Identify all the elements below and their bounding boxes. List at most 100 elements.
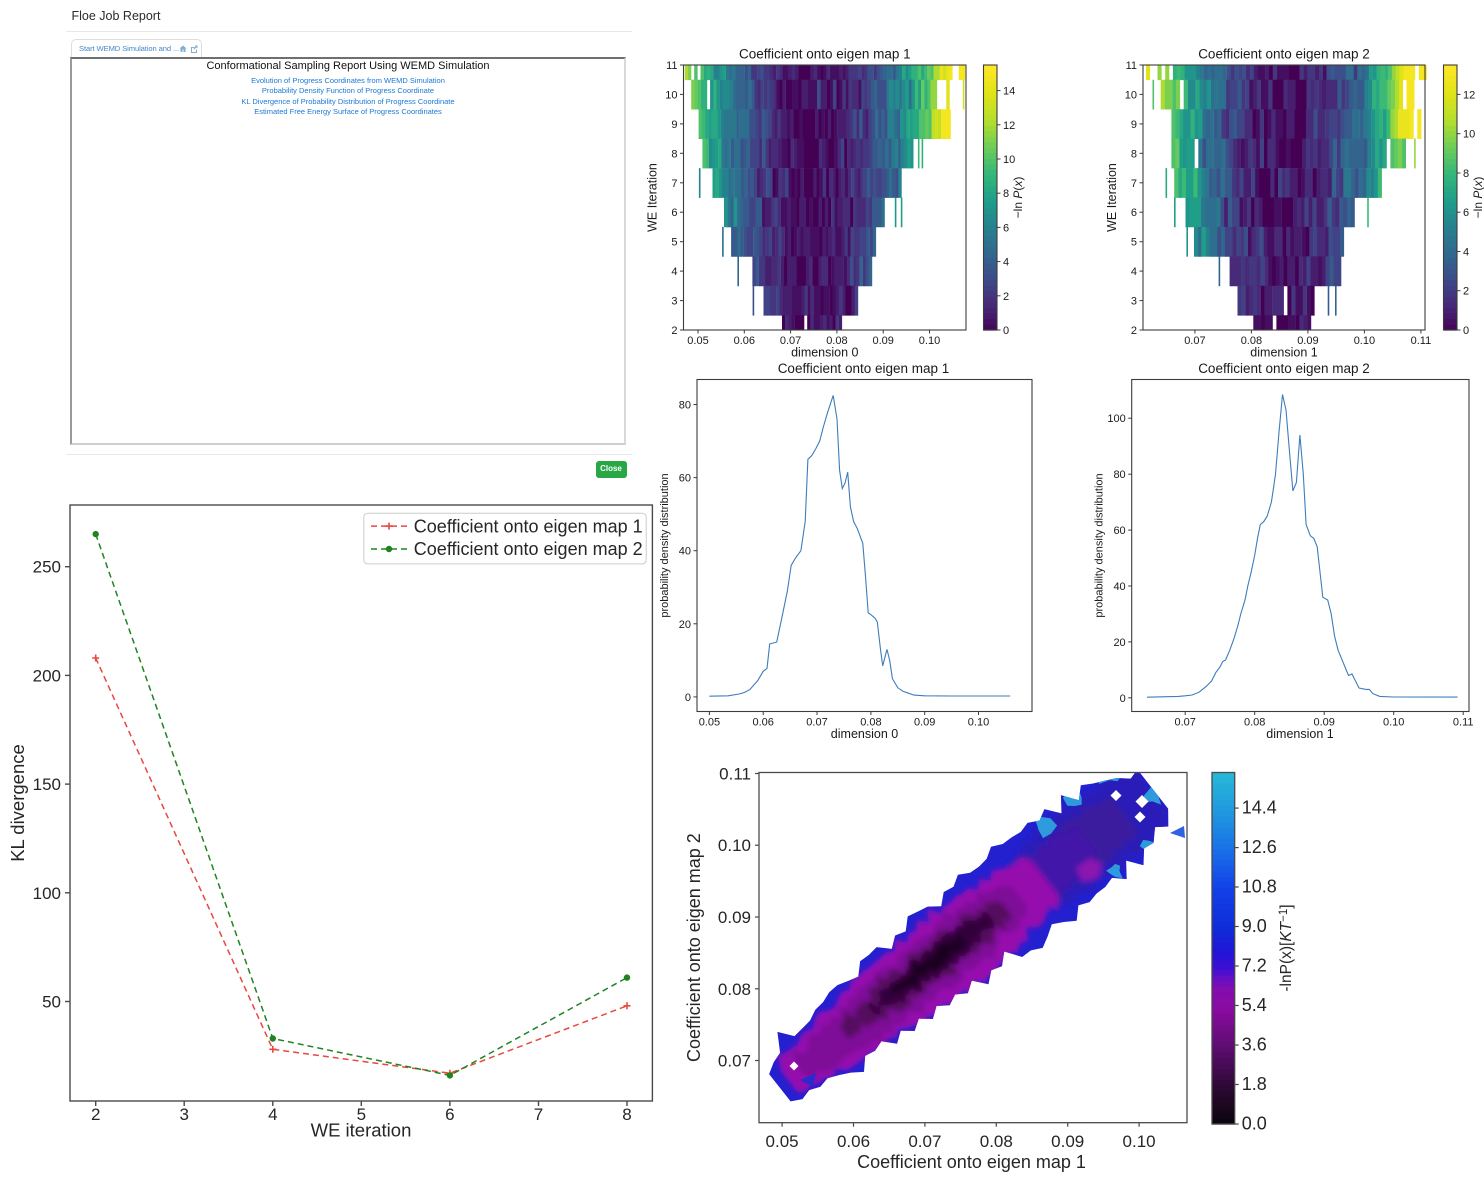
svg-text:0: 0 <box>1463 325 1469 337</box>
svg-text:0.09: 0.09 <box>1051 1132 1084 1151</box>
svg-text:0.08: 0.08 <box>980 1132 1013 1151</box>
svg-text:10: 10 <box>665 89 677 101</box>
svg-text:0.06: 0.06 <box>734 335 755 347</box>
svg-text:9.0: 9.0 <box>1242 916 1267 936</box>
svg-text:dimension 0: dimension 0 <box>791 346 858 360</box>
svg-text:2: 2 <box>1003 291 1009 303</box>
svg-text:0: 0 <box>1120 693 1126 705</box>
svg-text:0.10: 0.10 <box>1383 717 1404 729</box>
svg-text:8: 8 <box>671 148 677 160</box>
svg-text:0.08: 0.08 <box>1241 335 1262 347</box>
svg-text:3: 3 <box>1131 296 1137 308</box>
svg-text:Coefficient onto eigen map 2: Coefficient onto eigen map 2 <box>1198 47 1370 62</box>
svg-text:10: 10 <box>1003 154 1015 166</box>
svg-text:150: 150 <box>33 775 61 794</box>
svg-text:0.10: 0.10 <box>718 836 751 855</box>
svg-text:0.11: 0.11 <box>1411 335 1432 347</box>
svg-text:20: 20 <box>679 619 691 631</box>
svg-text:6: 6 <box>1131 207 1137 219</box>
svg-text:0.10: 0.10 <box>1123 1132 1156 1151</box>
svg-text:−ln P(x): −ln P(x) <box>1011 177 1025 219</box>
svg-text:100: 100 <box>33 884 61 903</box>
svg-text:40: 40 <box>1113 581 1125 593</box>
svg-text:250: 250 <box>33 558 61 577</box>
svg-text:0.09: 0.09 <box>1297 335 1318 347</box>
svg-text:9: 9 <box>1131 119 1137 131</box>
svg-text:0.07: 0.07 <box>1174 717 1195 729</box>
svg-text:0.09: 0.09 <box>1313 717 1334 729</box>
svg-text:4: 4 <box>268 1105 277 1124</box>
svg-text:3: 3 <box>179 1105 188 1124</box>
svg-text:4: 4 <box>1003 257 1009 269</box>
svg-text:Coefficient onto eigen map 1: Coefficient onto eigen map 1 <box>414 516 643 536</box>
svg-text:WE Iteration: WE Iteration <box>1105 163 1119 232</box>
svg-text:10: 10 <box>1125 89 1137 101</box>
svg-text:probability density distributi: probability density distribution <box>1094 473 1106 617</box>
svg-text:WE iteration: WE iteration <box>311 1120 412 1141</box>
svg-text:2: 2 <box>1131 325 1137 337</box>
svg-text:0.07: 0.07 <box>806 717 827 729</box>
svg-text:11: 11 <box>666 60 677 72</box>
svg-text:0: 0 <box>1003 325 1009 337</box>
svg-text:7: 7 <box>1131 178 1137 190</box>
svg-text:Coefficient onto eigen map 1: Coefficient onto eigen map 1 <box>739 47 911 62</box>
svg-text:0.07: 0.07 <box>908 1132 941 1151</box>
svg-text:0.10: 0.10 <box>919 335 940 347</box>
svg-text:3: 3 <box>671 296 677 308</box>
svg-text:100: 100 <box>1107 413 1125 425</box>
svg-text:8: 8 <box>1463 168 1469 180</box>
svg-text:20: 20 <box>1113 637 1125 649</box>
svg-text:dimension 0: dimension 0 <box>831 727 898 741</box>
svg-text:7: 7 <box>534 1105 543 1124</box>
svg-text:2: 2 <box>91 1105 100 1124</box>
svg-text:14.4: 14.4 <box>1242 798 1277 818</box>
svg-text:5.4: 5.4 <box>1242 995 1267 1015</box>
svg-text:0.06: 0.06 <box>837 1132 870 1151</box>
svg-text:200: 200 <box>33 666 61 685</box>
svg-text:0.09: 0.09 <box>718 908 751 927</box>
svg-text:0.11: 0.11 <box>719 765 751 784</box>
svg-text:1.8: 1.8 <box>1242 1074 1267 1094</box>
svg-text:0.07: 0.07 <box>780 335 801 347</box>
svg-text:0.09: 0.09 <box>872 335 893 347</box>
svg-text:6: 6 <box>1463 207 1469 219</box>
svg-text:probability density distributi: probability density distribution <box>659 473 671 617</box>
svg-text:Coefficient onto eigen map 2: Coefficient onto eigen map 2 <box>414 539 643 559</box>
svg-text:0.07: 0.07 <box>718 1052 751 1071</box>
svg-text:12: 12 <box>1463 89 1475 101</box>
svg-text:Coefficient onto eigen map 2: Coefficient onto eigen map 2 <box>684 833 704 1062</box>
svg-text:0.08: 0.08 <box>826 335 847 347</box>
svg-text:0.08: 0.08 <box>718 980 751 999</box>
svg-text:6: 6 <box>671 207 677 219</box>
svg-text:12.6: 12.6 <box>1242 837 1277 857</box>
svg-text:-lnP(x)[KT−1]: -lnP(x)[KT−1] <box>1278 904 1295 991</box>
svg-text:7.2: 7.2 <box>1242 956 1267 976</box>
svg-text:8: 8 <box>1003 188 1009 200</box>
svg-text:12: 12 <box>1003 120 1015 132</box>
svg-text:6: 6 <box>445 1105 454 1124</box>
svg-text:0.05: 0.05 <box>687 335 708 347</box>
svg-text:8: 8 <box>622 1105 631 1124</box>
svg-text:Coefficient onto eigen map 1: Coefficient onto eigen map 1 <box>857 1152 1086 1172</box>
svg-text:5: 5 <box>671 237 677 249</box>
svg-text:2: 2 <box>671 325 677 337</box>
svg-text:10: 10 <box>1463 129 1475 141</box>
svg-text:0.08: 0.08 <box>1244 717 1265 729</box>
svg-text:0.06: 0.06 <box>752 717 773 729</box>
svg-text:40: 40 <box>679 546 691 558</box>
svg-text:0.05: 0.05 <box>766 1132 799 1151</box>
svg-text:0.10: 0.10 <box>1354 335 1375 347</box>
svg-text:5: 5 <box>1131 237 1137 249</box>
svg-text:50: 50 <box>42 993 61 1012</box>
svg-text:10.8: 10.8 <box>1242 877 1277 897</box>
svg-text:dimension 1: dimension 1 <box>1266 727 1333 741</box>
svg-text:4: 4 <box>1131 266 1137 278</box>
svg-text:60: 60 <box>1113 525 1125 537</box>
svg-text:−ln P(x): −ln P(x) <box>1471 177 1484 219</box>
svg-text:0.07: 0.07 <box>1184 335 1205 347</box>
svg-text:3.6: 3.6 <box>1242 1035 1267 1055</box>
svg-text:9: 9 <box>671 119 677 131</box>
svg-text:0.10: 0.10 <box>968 717 989 729</box>
svg-text:0: 0 <box>685 692 691 704</box>
svg-text:0.0: 0.0 <box>1242 1114 1267 1134</box>
